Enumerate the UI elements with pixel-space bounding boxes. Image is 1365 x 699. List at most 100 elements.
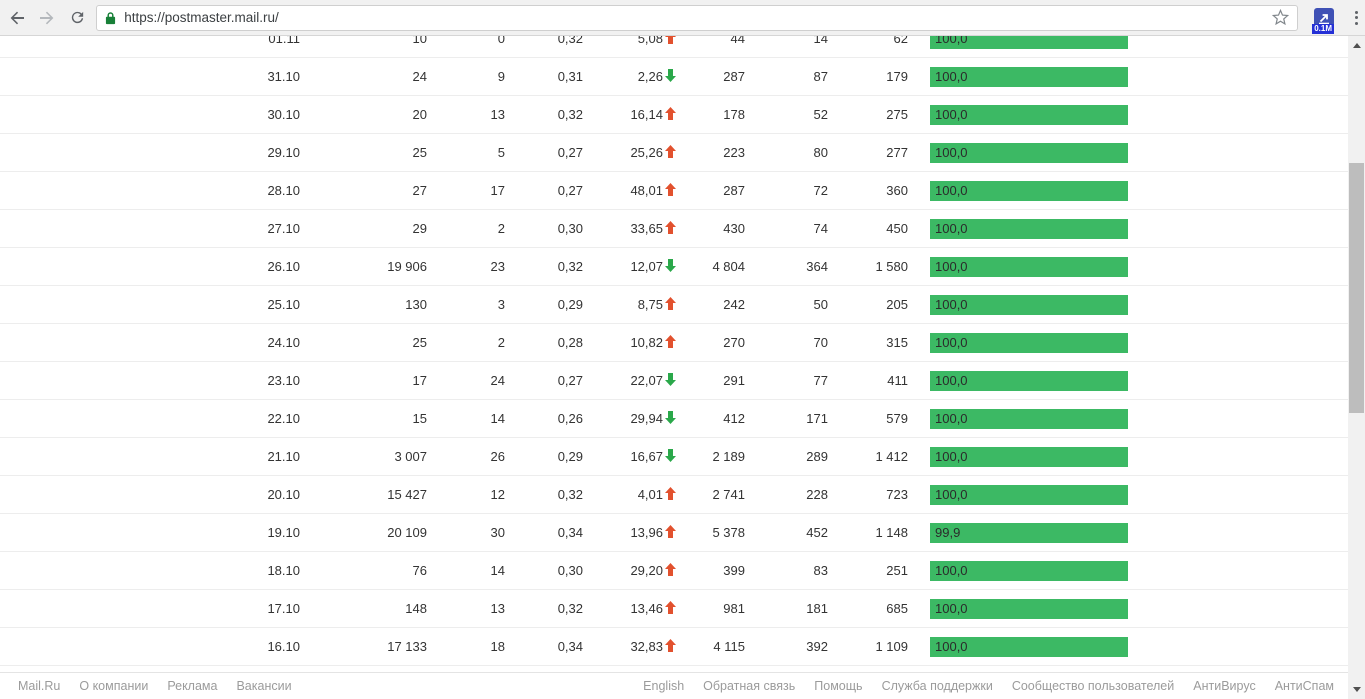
delivery-bar-track: 100,0 bbox=[930, 180, 1128, 201]
trend-arrow-icon bbox=[663, 106, 676, 123]
trend-arrow-icon bbox=[663, 524, 676, 541]
cell-value: 360 bbox=[886, 183, 908, 198]
browser-menu-button[interactable] bbox=[1348, 9, 1365, 27]
cell-value: 0,28 bbox=[557, 335, 583, 350]
footer-link[interactable]: АнтиСпам bbox=[1274, 679, 1334, 693]
footer-link[interactable]: Служба поддержки bbox=[881, 679, 993, 693]
table-row: 25.10 130 3 0,29 8,75 242 50 205 100,0 bbox=[0, 286, 1348, 324]
delivery-rate-bar: 100,0 bbox=[930, 104, 1128, 125]
change-value: 5,08 bbox=[637, 36, 663, 46]
cell-change: 8,75 bbox=[583, 296, 676, 313]
footer-link[interactable]: Реклама bbox=[167, 679, 218, 693]
cell-value: 70 bbox=[813, 335, 828, 350]
table-row: 23.10 17 24 0,27 22,07 291 77 411 100,0 bbox=[0, 362, 1348, 400]
footer-link[interactable]: Вакансии bbox=[236, 679, 292, 693]
cell-value: 0,32 bbox=[557, 259, 583, 274]
cell-change: 5,08 bbox=[583, 36, 676, 47]
cell-date: 01.11 bbox=[268, 36, 300, 46]
cell-change: 10,82 bbox=[583, 334, 676, 351]
trend-arrow-icon bbox=[663, 486, 676, 503]
cell-value: 0,32 bbox=[557, 36, 583, 46]
change-value: 13,96 bbox=[630, 525, 663, 540]
footer-link[interactable]: АнтиВирус bbox=[1193, 679, 1256, 693]
cell-value: 14 bbox=[490, 411, 505, 426]
delivery-rate-bar: 100,0 bbox=[930, 218, 1128, 239]
trend-arrow-icon bbox=[663, 372, 676, 389]
change-value: 12,07 bbox=[630, 259, 663, 274]
cell-change: 48,01 bbox=[583, 182, 676, 199]
cell-value: 2 bbox=[497, 335, 505, 350]
scrollbar-thumb[interactable] bbox=[1349, 163, 1364, 413]
change-value: 10,82 bbox=[630, 335, 663, 350]
cell-value: 14 bbox=[490, 563, 505, 578]
cell-value: 76 bbox=[412, 563, 427, 578]
cell-date: 26.10 bbox=[267, 259, 300, 274]
change-value: 8,75 bbox=[637, 297, 663, 312]
back-button[interactable] bbox=[4, 4, 30, 32]
delivery-rate-bar: 100,0 bbox=[930, 142, 1128, 163]
cell-value: 24 bbox=[412, 69, 427, 84]
table-row: 22.10 15 14 0,26 29,94 412 171 579 100,0 bbox=[0, 400, 1348, 438]
cell-value: 430 bbox=[723, 221, 745, 236]
scroll-down-button[interactable] bbox=[1348, 682, 1365, 697]
extension-button[interactable]: 0.1M bbox=[1312, 7, 1335, 34]
cell-date: 21.10 bbox=[267, 449, 300, 464]
scroll-up-button[interactable] bbox=[1348, 38, 1365, 53]
cell-change: 29,20 bbox=[583, 562, 676, 579]
table-row: 26.10 19 906 23 0,32 12,07 4 804 364 1 5… bbox=[0, 248, 1348, 286]
table-row: 19.10 20 109 30 0,34 13,96 5 378 452 1 1… bbox=[0, 514, 1348, 552]
cell-value: 83 bbox=[813, 563, 828, 578]
cell-value: 30 bbox=[490, 525, 505, 540]
cell-value: 723 bbox=[886, 487, 908, 502]
cell-value: 270 bbox=[723, 335, 745, 350]
cell-value: 12 bbox=[490, 487, 505, 502]
delivery-bar-track: 100,0 bbox=[930, 256, 1128, 277]
change-value: 29,20 bbox=[630, 563, 663, 578]
cell-value: 364 bbox=[806, 259, 828, 274]
cell-date: 20.10 bbox=[267, 487, 300, 502]
cell-change: 13,96 bbox=[583, 524, 676, 541]
cell-value: 44 bbox=[730, 36, 745, 46]
vertical-scrollbar[interactable] bbox=[1348, 36, 1365, 699]
cell-value: 0,29 bbox=[557, 297, 583, 312]
footer-link[interactable]: Обратная связь bbox=[703, 679, 796, 693]
cell-value: 0,32 bbox=[557, 601, 583, 616]
stats-table: 01.11 10 0 0,32 5,08 44 14 62 100,0 31.1… bbox=[0, 36, 1348, 666]
bookmark-star-icon[interactable] bbox=[1272, 9, 1290, 26]
cell-change: 4,01 bbox=[583, 486, 676, 503]
cell-date: 22.10 bbox=[267, 411, 300, 426]
cell-date: 19.10 bbox=[267, 525, 300, 540]
change-value: 4,01 bbox=[637, 487, 663, 502]
footer-link[interactable]: О компании bbox=[79, 679, 149, 693]
cell-value: 399 bbox=[723, 563, 745, 578]
delivery-rate-bar: 100,0 bbox=[930, 446, 1128, 467]
forward-button[interactable] bbox=[34, 4, 60, 32]
cell-date: 17.10 bbox=[267, 601, 300, 616]
trend-arrow-icon bbox=[663, 220, 676, 237]
footer-link[interactable]: Сообщество пользователей bbox=[1011, 679, 1175, 693]
cell-value: 685 bbox=[886, 601, 908, 616]
cell-value: 2 741 bbox=[712, 487, 745, 502]
delivery-bar-track: 99,9 bbox=[930, 522, 1128, 543]
footer-link[interactable]: English bbox=[643, 679, 685, 693]
cell-value: 412 bbox=[723, 411, 745, 426]
footer-link[interactable]: Mail.Ru bbox=[18, 679, 61, 693]
delivery-bar-track: 100,0 bbox=[930, 408, 1128, 429]
refresh-button[interactable] bbox=[64, 4, 90, 32]
trend-arrow-icon bbox=[663, 562, 676, 579]
change-value: 25,26 bbox=[630, 145, 663, 160]
url-text[interactable]: https://postmaster.mail.ru/ bbox=[124, 10, 279, 25]
cell-value: 291 bbox=[723, 373, 745, 388]
trend-arrow-icon bbox=[663, 296, 676, 313]
footer-link[interactable]: Помощь bbox=[814, 679, 863, 693]
cell-date: 18.10 bbox=[267, 563, 300, 578]
delivery-bar-track: 100,0 bbox=[930, 484, 1128, 505]
change-value: 2,26 bbox=[637, 69, 663, 84]
cell-value: 13 bbox=[490, 107, 505, 122]
cell-change: 32,83 bbox=[583, 638, 676, 655]
cell-value: 25 bbox=[412, 335, 427, 350]
address-bar[interactable]: https://postmaster.mail.ru/ bbox=[96, 4, 1299, 31]
delivery-bar-track: 100,0 bbox=[930, 332, 1128, 353]
cell-value: 10 bbox=[412, 36, 427, 46]
delivery-rate-bar: 100,0 bbox=[930, 180, 1128, 201]
